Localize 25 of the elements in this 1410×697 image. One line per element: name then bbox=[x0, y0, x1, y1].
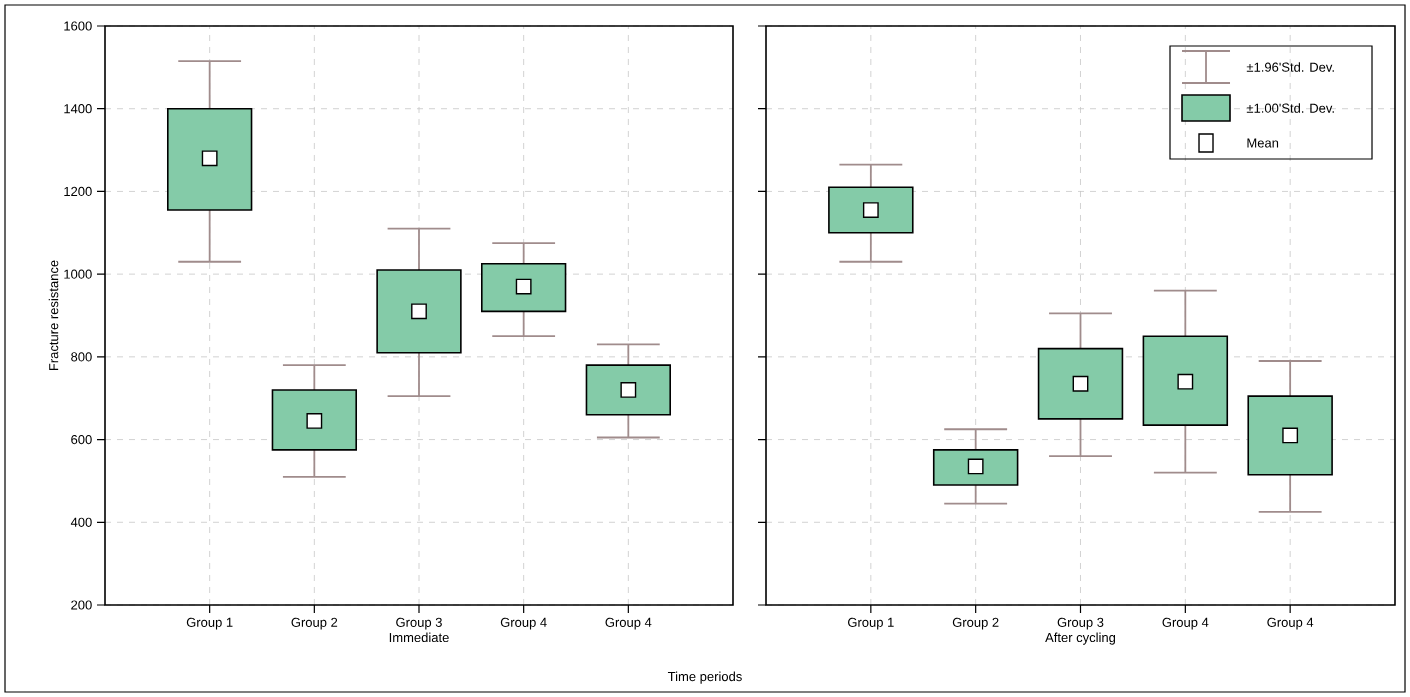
x-tick-label: Group 3 bbox=[396, 617, 442, 630]
x-tick-label: Group 4 bbox=[500, 617, 547, 630]
y-axis-title: Fracture resistance bbox=[48, 260, 59, 371]
x-axis-title: Immediate bbox=[389, 632, 449, 643]
x-tick-label: Group 4 bbox=[1162, 617, 1209, 630]
x-axis-title: After cycling bbox=[1045, 632, 1116, 645]
x-tick-label: Group 4 bbox=[605, 617, 652, 630]
x-tick-label: Group 4 bbox=[1267, 617, 1314, 630]
annotation: Mean bbox=[1247, 138, 1279, 148]
x-tick-label: Group 3 bbox=[1057, 617, 1104, 630]
x-tick-label: Group 2 bbox=[291, 617, 338, 630]
annotation: ±1.00'Std. Dev. bbox=[1246, 103, 1334, 113]
y-tick-label: 600 bbox=[71, 434, 92, 445]
text: Time periods bbox=[667, 671, 742, 684]
y-tick-label: 1200 bbox=[64, 186, 92, 197]
y-tick-label: 800 bbox=[71, 352, 92, 362]
y-tick-label: 1600 bbox=[64, 21, 92, 31]
y-tick-label: 1000 bbox=[64, 269, 92, 279]
y-tick-label: 400 bbox=[70, 517, 92, 527]
y-tick-label: 200 bbox=[71, 600, 92, 610]
x-tick-label: Group 2 bbox=[952, 617, 999, 630]
x-tick-label: Group 1 bbox=[186, 617, 233, 630]
x-tick-label: Group 1 bbox=[848, 617, 894, 630]
annotation: ±1.96'Std. Dev. bbox=[1246, 62, 1334, 72]
y-tick-label: 1400 bbox=[64, 104, 92, 114]
